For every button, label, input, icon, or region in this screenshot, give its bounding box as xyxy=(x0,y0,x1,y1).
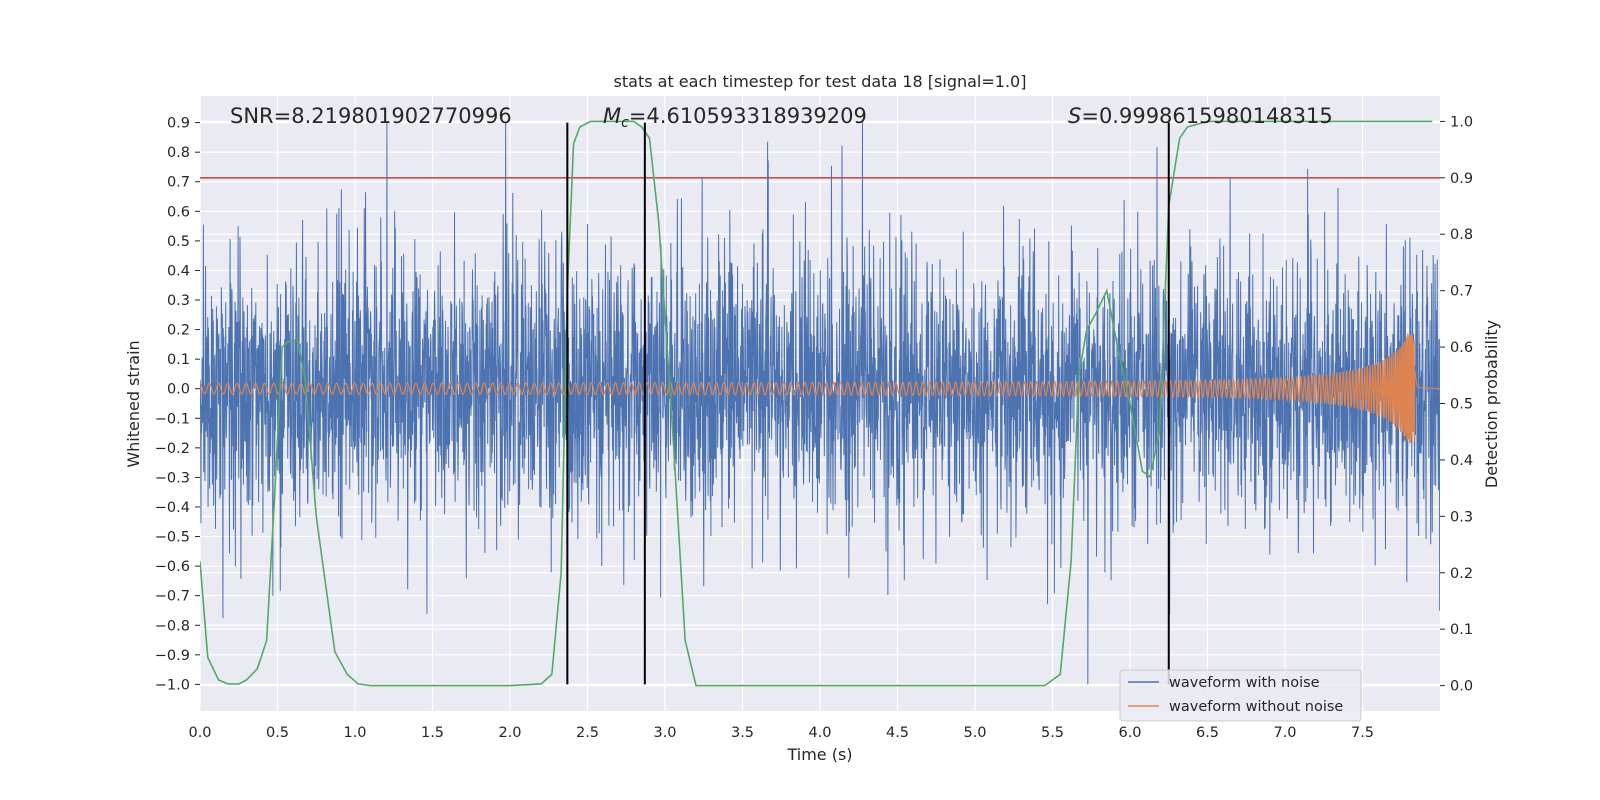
vertical-markers xyxy=(566,122,1170,685)
y-axis-ticks: 0.9 0.8 0.7 0.6 0.5 0.4 0.3 0.2 0.1 0.0 −0.1 −0.2 −0… xyxy=(155,116,200,693)
y-tick-label: −1.0 xyxy=(155,677,190,693)
y-tick-label: 0.8 xyxy=(167,145,190,161)
snr-annotation: SNR=8.219801902770996 xyxy=(230,104,512,128)
legend-label-clean: waveform without noise xyxy=(1169,699,1343,715)
y-tick-label: −0.5 xyxy=(155,530,190,546)
y-tick-label: 0.3 xyxy=(167,293,190,309)
y-tick-label: −0.1 xyxy=(155,411,190,427)
x-tick-label: 3.5 xyxy=(731,725,754,741)
chart-title: stats at each timestep for test data 18 … xyxy=(614,72,1027,91)
y-tick-label: −0.6 xyxy=(155,559,190,575)
x-tick-label: 5.0 xyxy=(963,725,986,741)
y2-tick-label: 0.2 xyxy=(1450,566,1473,582)
x-tick-label: 0.0 xyxy=(188,725,211,741)
x-tick-label: 2.0 xyxy=(498,725,521,741)
x-tick-label: 1.5 xyxy=(421,725,444,741)
y-tick-label: −0.2 xyxy=(155,441,190,457)
y2-tick-label: 1.0 xyxy=(1450,114,1473,130)
y-tick-label: 0.2 xyxy=(167,323,190,339)
score-value: =0.9998615980148315 xyxy=(1081,104,1332,128)
y-axis-label: Whitened strain xyxy=(124,340,143,467)
legend: waveform with noise waveform without noi… xyxy=(1119,669,1362,722)
y2-tick-label: 0.0 xyxy=(1450,679,1473,695)
y-tick-label: 0.9 xyxy=(167,116,190,132)
score-symbol: S xyxy=(1068,104,1081,128)
y2-axis-label: Detection probability xyxy=(1482,320,1501,488)
series-waveform-with-noise xyxy=(200,122,1440,685)
y-tick-label: 0.5 xyxy=(167,234,190,250)
y-tick-label: −0.4 xyxy=(155,500,190,516)
y2-tick-label: 0.9 xyxy=(1450,171,1473,187)
y-tick-label: 0.7 xyxy=(167,175,190,191)
x-tick-label: 3.0 xyxy=(653,725,676,741)
x-tick-label: 2.5 xyxy=(576,725,599,741)
x-tick-label: 7.0 xyxy=(1273,725,1296,741)
chirp-mass-annotation: Mc=4.610593318939209 xyxy=(603,104,867,131)
y-tick-label: −0.9 xyxy=(155,648,190,664)
y2-tick-label: 0.8 xyxy=(1450,227,1473,243)
y2-axis-ticks: 1.0 0.9 0.8 0.7 0.6 0.5 0.4 0.3 0.2 0.1 0.0 xyxy=(1440,114,1473,695)
x-tick-label: 0.5 xyxy=(266,725,289,741)
chirp-mass-value: =4.610593318939209 xyxy=(629,104,867,128)
y-tick-label: 0.4 xyxy=(167,263,190,279)
x-tick-label: 4.5 xyxy=(886,725,909,741)
series-waveform-without-noise xyxy=(200,333,1440,444)
x-tick-label: 6.0 xyxy=(1118,725,1141,741)
x-tick-label: 4.0 xyxy=(808,725,831,741)
x-tick-label: 6.5 xyxy=(1196,725,1219,741)
y-tick-label: 0.0 xyxy=(167,382,190,398)
chirp-mass-subscript: c xyxy=(621,115,629,131)
y-tick-label: −0.8 xyxy=(155,618,190,634)
x-axis-ticks: 0.0 0.5 1.0 1.5 2.0 2.5 3.0 3.5 4.0 4.5 5.0 5.5 6.0 6… xyxy=(188,725,1374,741)
y2-tick-label: 0.3 xyxy=(1450,509,1473,525)
y2-tick-label: 0.4 xyxy=(1450,453,1473,469)
y-tick-label: −0.7 xyxy=(155,589,190,605)
y2-tick-label: 0.1 xyxy=(1450,622,1473,638)
x-tick-label: 5.5 xyxy=(1041,725,1064,741)
y-tick-label: 0.1 xyxy=(167,352,190,368)
x-tick-label: 7.5 xyxy=(1351,725,1374,741)
legend-label-noise: waveform with noise xyxy=(1169,675,1320,691)
x-axis-label: Time (s) xyxy=(786,745,852,764)
y2-tick-label: 0.6 xyxy=(1450,340,1473,356)
score-annotation: S=0.9998615980148315 xyxy=(1068,104,1333,128)
legend-box xyxy=(1119,669,1362,722)
chirp-mass-symbol: M xyxy=(603,104,621,128)
y-tick-label: 0.6 xyxy=(167,204,190,220)
y-tick-label: −0.3 xyxy=(155,470,190,486)
y2-tick-label: 0.7 xyxy=(1450,284,1473,300)
series-detection-probability xyxy=(200,120,1433,687)
y2-tick-label: 0.5 xyxy=(1450,397,1473,413)
x-tick-label: 1.0 xyxy=(343,725,366,741)
